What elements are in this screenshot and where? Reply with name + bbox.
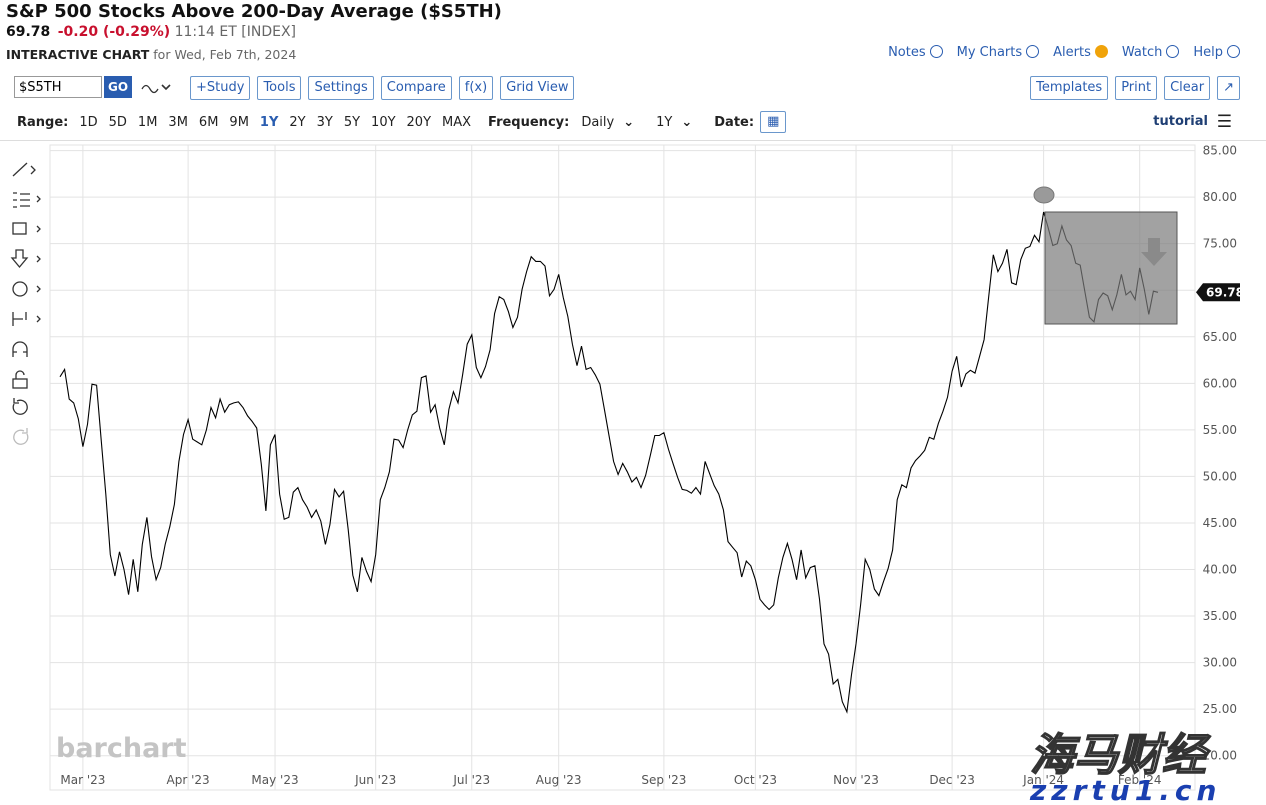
range-option[interactable]: 6M (198, 114, 219, 130)
x-tick-label: Jul '23 (452, 773, 490, 787)
tutorial-link[interactable]: tutorial (1153, 114, 1208, 129)
x-tick-label: Mar '23 (60, 773, 105, 787)
y-tick-label: 25.00 (1203, 702, 1237, 716)
toolbar-button[interactable]: Tools (257, 76, 302, 100)
y-tick-label: 35.00 (1203, 609, 1237, 623)
period-select[interactable]: 1Y (656, 115, 692, 130)
last-value-tag (1196, 283, 1240, 302)
quote-line: 69.78 -0.20 (-0.29%) 11:14 ET [INDEX] (6, 24, 296, 40)
separator (0, 140, 1266, 141)
header-link[interactable]: Help (1193, 45, 1240, 60)
range-bar: Range: 1D 5D 1M 3M 6M 9M 1Y 2Y 3Y 5Y 10Y 20Y MAX Frequ… (17, 111, 787, 133)
data-line (59, 211, 1159, 714)
range-option[interactable]: 9M (229, 114, 249, 130)
toolbar-right: Templates Print Clear ↗ (1030, 76, 1240, 100)
x-tick-label: Aug '23 (536, 773, 582, 787)
range-option[interactable]: 5Y (343, 114, 361, 130)
y-tick-label: 60.00 (1203, 376, 1237, 390)
peak-marker (1033, 186, 1055, 204)
y-tick-label: 65.00 (1203, 330, 1237, 344)
range-label: Range: (17, 114, 69, 130)
range-option[interactable]: 1Y (259, 114, 279, 130)
y-tick-label: 80.00 (1203, 190, 1237, 204)
quote-time: 11:14 ET [INDEX] (174, 24, 296, 40)
x-tick-label: Jun '23 (354, 773, 396, 787)
header-link[interactable]: Alerts (1053, 45, 1108, 60)
price-change: -0.20 (-0.29%) (57, 24, 171, 40)
x-tick-label: Feb '24 (1118, 773, 1162, 787)
x-tick-label: Oct '23 (734, 773, 777, 787)
x-tick-label: Jan '24 (1022, 773, 1064, 787)
y-tick-label: 55.00 (1203, 423, 1237, 437)
y-tick-label: 50.00 (1203, 469, 1237, 483)
date-label: Date: (714, 114, 755, 130)
chart-title: S&P 500 Stocks Above 200-Day Average ($S… (6, 1, 502, 22)
range-option[interactable]: 20Y (406, 114, 432, 130)
range-option[interactable]: 3Y (316, 114, 333, 130)
go-button[interactable]: GO (104, 76, 132, 98)
drawing-tools[interactable] (10, 162, 41, 445)
toolbar-button[interactable]: Clear (1164, 76, 1211, 100)
toolbar-button[interactable]: Grid View (500, 76, 575, 100)
toolbar-button[interactable]: Compare (380, 76, 452, 100)
toolbar: +Study Tools Settings Compare f(x) Grid View (190, 76, 575, 100)
x-tick-label: Nov '23 (833, 773, 879, 787)
symbol-input[interactable]: $S5TH (14, 76, 102, 98)
y-tick-label: 45.00 (1203, 516, 1237, 530)
header-link[interactable]: Watch (1122, 45, 1179, 60)
range-option[interactable]: 10Y (371, 114, 396, 130)
x-tick-label: Sep '23 (641, 773, 686, 787)
toolbar-button[interactable]: Print (1115, 76, 1158, 100)
highlight-box (1044, 211, 1178, 325)
x-tick-label: Dec '23 (929, 773, 975, 787)
toolbar-button[interactable]: +Study (190, 76, 251, 100)
expand-button[interactable]: ↗ (1217, 76, 1240, 100)
down-arrow (1141, 238, 1167, 266)
y-tick-label: 20.00 (1203, 749, 1237, 763)
header-link[interactable]: Notes (888, 45, 943, 60)
frequency-select[interactable]: Daily (581, 115, 634, 130)
toolbar-button[interactable]: Settings (308, 76, 374, 100)
date-picker[interactable]: ▦ (760, 111, 787, 133)
range-option[interactable]: 2Y (289, 114, 306, 130)
range-option[interactable]: MAX (442, 114, 472, 130)
range-option[interactable]: 3M (168, 114, 188, 130)
logo: barchart (56, 733, 187, 764)
price: 69.78 (6, 24, 51, 40)
y-tick-label: 30.00 (1203, 656, 1237, 670)
x-tick-label: May '23 (251, 773, 298, 787)
plot-area (49, 144, 1196, 791)
range-option[interactable]: 5D (108, 114, 127, 130)
watermark: zzrtu1.cn (1029, 774, 1221, 805)
frequency-label: Frequency: (488, 114, 570, 130)
last-value-label: 69.78 (1206, 285, 1244, 299)
menu-button[interactable]: ☰ (1216, 112, 1232, 132)
y-tick-label: 85.00 (1203, 144, 1237, 158)
toolbar-button[interactable]: Templates (1030, 76, 1109, 100)
watermark: 海马财经 (1030, 730, 1211, 781)
chart-type-button[interactable] (140, 80, 172, 94)
y-tick-label: 75.00 (1203, 237, 1237, 251)
chart-label: INTERACTIVE CHART (6, 47, 150, 62)
range-option[interactable]: 1D (79, 114, 98, 130)
toolbar-button[interactable]: f(x) (458, 76, 494, 100)
y-tick-label: 40.00 (1203, 563, 1237, 577)
header-link[interactable]: My Charts (957, 45, 1040, 60)
x-tick-label: Apr '23 (167, 773, 210, 787)
chart-date: for Wed, Feb 7th, 2024 (153, 47, 297, 62)
header-links: Notes My Charts Alerts Watch Help (888, 45, 1240, 60)
range-option[interactable]: 1M (137, 114, 158, 130)
chart-info: INTERACTIVE CHART for Wed, Feb 7th, 2024 (6, 47, 296, 62)
